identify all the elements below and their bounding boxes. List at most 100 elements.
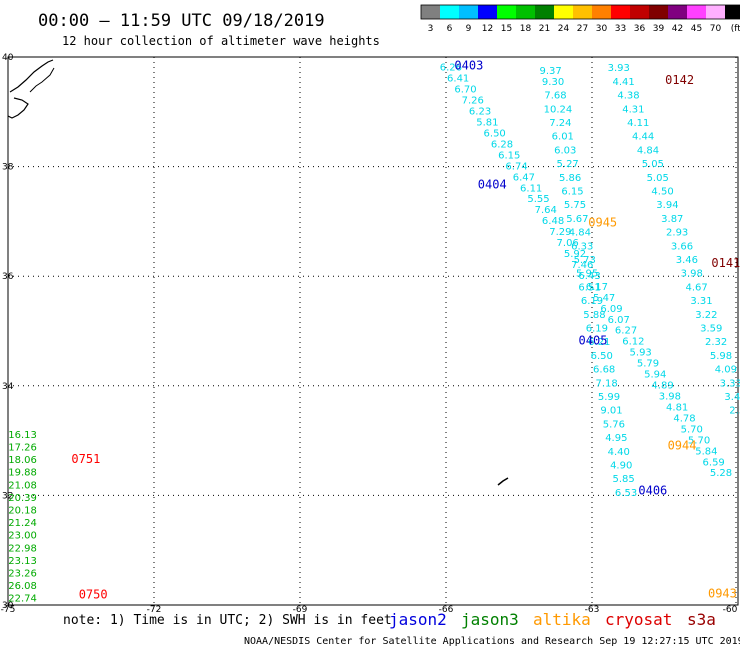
legend-tick-label: 6: [447, 24, 453, 34]
wave-height-point: 2.93: [666, 228, 688, 239]
legend-tick-label: 70: [710, 24, 722, 34]
wave-height-point: 4.78: [673, 413, 695, 424]
legend-swatch: [440, 5, 459, 19]
wave-height-point: 9.37: [540, 66, 562, 77]
wave-height-point: 4.38: [617, 91, 639, 102]
wave-height-point: 10.24: [544, 104, 573, 115]
wave-height-point: 6.48: [542, 216, 564, 227]
wave-height-point: 6.47: [513, 172, 535, 183]
legend-swatch: [725, 5, 740, 19]
pass-time-label: 0943: [708, 586, 737, 600]
wave-height-point: 26.08: [8, 581, 37, 592]
wave-height-point: 5.88: [583, 310, 605, 321]
wave-height-point: 18.06: [8, 455, 37, 466]
y-tick-label: 36: [2, 272, 14, 282]
wave-height-point: 19.88: [8, 468, 37, 479]
wave-height-point: 7.18: [595, 378, 617, 389]
wave-height-point: 6.07: [608, 315, 630, 326]
wave-height-point: 3.33: [720, 378, 740, 389]
wave-height-point: 4.41: [613, 77, 635, 88]
wave-height-point: 6.33: [571, 241, 593, 252]
satellite-legend-item: jason2: [389, 610, 447, 629]
wave-height-point: 5.99: [598, 392, 620, 403]
wave-height-point: 4.84: [569, 228, 591, 239]
pass-time-label: 0403: [454, 59, 483, 73]
legend-tick-label: 15: [501, 24, 512, 34]
axis-tick-labels: -75 -72 -69 -66 -63 -60 40 38 36 34 32 30: [1, 53, 738, 615]
satellite-legend-item: jason3: [461, 610, 519, 629]
wave-height-point: 5.95: [576, 269, 598, 280]
legend-swatch: [687, 5, 706, 19]
wave-height-point: 5.05: [647, 173, 669, 184]
pass-time-label: 0406: [638, 483, 667, 497]
wave-height-point: 6.27: [615, 326, 637, 337]
wave-height-point: 5.92: [564, 249, 586, 260]
wave-height-point: 5.86: [559, 173, 581, 184]
legend-swatch: [535, 5, 554, 19]
wave-height-point: 22.98: [8, 543, 37, 554]
wave-height-point: 6.21: [588, 337, 610, 348]
legend-swatch: [459, 5, 478, 19]
wave-height-point: 5.28: [710, 468, 732, 479]
wave-height-point: 5.93: [630, 348, 652, 359]
legend-tick-label: 3: [428, 24, 434, 34]
legend-tick-label: 33: [615, 24, 626, 34]
x-tick-label: -72: [147, 605, 162, 615]
y-tick-label: 30: [2, 601, 14, 611]
legend-swatch: [706, 5, 725, 19]
satellite-legend: jason2 jason3 altika cryosat s3a: [389, 610, 716, 629]
y-tick-label: 38: [2, 163, 14, 173]
wave-height-point: 6.12: [622, 337, 644, 348]
wave-height-point: 6.50: [484, 128, 506, 139]
wave-height-point: 5.85: [613, 474, 635, 485]
wave-height-point: 5.75: [564, 200, 586, 211]
y-tick-label: 40: [2, 53, 14, 63]
satellite-legend-item: altika: [533, 610, 591, 629]
legend-tick-label: 21: [539, 24, 550, 34]
wave-height-point: 6.17: [586, 282, 608, 293]
wave-height-point: 4.89: [651, 381, 673, 392]
wave-height-point: 3.98: [681, 269, 703, 280]
wave-height-point: 7.46: [571, 260, 593, 271]
pass-time-label: 0945: [588, 215, 617, 229]
legend-tick-label: 42: [672, 24, 683, 34]
wave-height-point: 5.27: [557, 159, 579, 170]
wave-height-point: 21.24: [8, 518, 37, 529]
wave-height-point: 7.24: [549, 118, 571, 129]
wave-height-point: 6.53: [615, 488, 637, 499]
wave-height-point: 6.03: [554, 145, 576, 156]
pass-time-labels: 0403 0142 0404 0945 0141 0405 0944 0751 0406 0750…: [71, 59, 740, 602]
wave-height-point: 3.45: [724, 392, 740, 403]
pass-time-label: 0142: [665, 73, 694, 87]
legend-swatch: [592, 5, 611, 19]
wave-height-point: 6.23: [469, 107, 491, 118]
grid-lines: [8, 56, 738, 606]
pass-time-label: 0750: [79, 587, 108, 601]
x-tick-label: -69: [293, 605, 308, 615]
y-tick-label: 32: [2, 491, 13, 501]
legend-tick-label: (ft): [731, 24, 740, 34]
coastline: [7, 59, 509, 486]
wave-height-point: 7.68: [544, 91, 566, 102]
legend-swatch: [630, 5, 649, 19]
wave-height-point: 6.15: [561, 187, 583, 198]
wave-height-point: 4.81: [666, 402, 688, 413]
footer-note: note: 1) Time is in UTC; 2) SWH is in fe…: [63, 613, 392, 628]
wave-height-point: 23.00: [8, 531, 37, 542]
legend-swatch: [554, 5, 573, 19]
wave-height-point: 16.13: [8, 430, 37, 441]
pass-time-label: 0141: [711, 256, 740, 270]
wave-height-point: 6.70: [454, 85, 476, 96]
satellite-legend-item: s3a: [687, 610, 716, 629]
wave-height-point: 5.70: [688, 435, 710, 446]
legend-tick-label: 27: [577, 24, 588, 34]
wave-height-point: 6.19: [586, 324, 608, 335]
wave-height-point: 3.31: [690, 296, 712, 307]
legend-border: [420, 4, 740, 20]
legend-tick-label: 18: [520, 24, 532, 34]
wave-height-point: 4.09: [715, 365, 737, 376]
legend-swatch: [573, 5, 592, 19]
wave-height-point: 5.67: [566, 214, 588, 225]
